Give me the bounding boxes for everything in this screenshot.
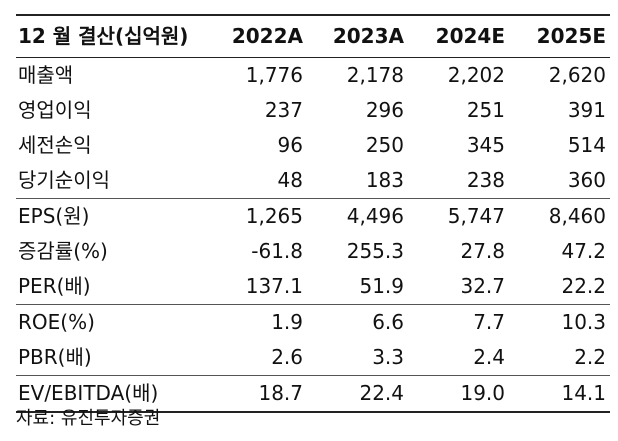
table-cell: 238 bbox=[466, 168, 505, 192]
table-row-roe: ROE(%) 1.9 6.6 7.7 10.3 bbox=[16, 305, 610, 341]
row-label: 영업이익 bbox=[18, 98, 92, 122]
table-row-pbr: PBR(배) 2.6 3.3 2.4 2.2 bbox=[16, 340, 610, 376]
row-label: EPS(원) bbox=[18, 204, 90, 228]
table-cell: 2.4 bbox=[473, 345, 505, 369]
table-cell: 5,747 bbox=[447, 204, 505, 228]
source-note: 자료: 유진투자증권 bbox=[16, 408, 161, 429]
table-row-pretax-income: 세전손익 96 250 345 514 bbox=[16, 128, 610, 163]
table-cell: 4,496 bbox=[346, 204, 404, 228]
table-cell: 51.9 bbox=[359, 274, 404, 298]
row-label: 증감률(%) bbox=[18, 239, 108, 263]
header-year-2024: 2024E bbox=[435, 24, 505, 48]
table-cell: 8,460 bbox=[548, 204, 606, 228]
header-year-2025: 2025E bbox=[536, 24, 606, 48]
row-label: EV/EBITDA(배) bbox=[18, 381, 159, 405]
header-year-2022: 2022A bbox=[231, 24, 303, 48]
table-cell: 7.7 bbox=[473, 310, 505, 334]
table-cell: 14.1 bbox=[561, 381, 606, 405]
table-cell: 255.3 bbox=[346, 239, 404, 263]
table-cell: 2,178 bbox=[346, 63, 404, 87]
table-row-operating-profit: 영업이익 237 296 251 391 bbox=[16, 93, 610, 128]
header-year-2023: 2023A bbox=[332, 24, 404, 48]
table-row-eps: EPS(원) 1,265 4,496 5,747 8,460 bbox=[16, 199, 610, 235]
header-label: 12 월 결산(십억원) bbox=[18, 24, 189, 48]
table-cell: 2,620 bbox=[548, 63, 606, 87]
table-cell: 6.6 bbox=[372, 310, 404, 334]
table-cell: 10.3 bbox=[561, 310, 606, 334]
table-row-revenue: 매출액 1,776 2,178 2,202 2,620 bbox=[16, 58, 610, 94]
table-cell: 48 bbox=[277, 168, 303, 192]
row-label: ROE(%) bbox=[18, 310, 95, 334]
table-cell: 96 bbox=[277, 133, 303, 157]
table-cell: 32.7 bbox=[460, 274, 505, 298]
table-cell: 1,265 bbox=[245, 204, 303, 228]
table-cell: 137.1 bbox=[245, 274, 303, 298]
table-cell: 251 bbox=[466, 98, 505, 122]
table-cell: -61.8 bbox=[251, 239, 303, 263]
table-cell: 19.0 bbox=[460, 381, 505, 405]
row-label: 세전손익 bbox=[18, 133, 92, 157]
table-cell: 1,776 bbox=[245, 63, 303, 87]
table-cell: 2,202 bbox=[447, 63, 505, 87]
table-cell: 2.2 bbox=[574, 345, 606, 369]
row-label: PBR(배) bbox=[18, 345, 92, 369]
table-cell: 345 bbox=[466, 133, 505, 157]
table-row-growth-rate: 증감률(%) -61.8 255.3 27.8 47.2 bbox=[16, 234, 610, 269]
table-row-net-income: 당기순이익 48 183 238 360 bbox=[16, 163, 610, 199]
table-cell: 27.8 bbox=[460, 239, 505, 263]
table-cell: 250 bbox=[365, 133, 404, 157]
table-cell: 2.6 bbox=[271, 345, 303, 369]
row-label: 매출액 bbox=[18, 63, 74, 87]
table-cell: 514 bbox=[567, 133, 606, 157]
table-cell: 1.9 bbox=[271, 310, 303, 334]
header-row: 12 월 결산(십억원) 2022A 2023A 2024E 2025E bbox=[16, 15, 610, 58]
financial-summary-table-container: 12 월 결산(십억원) 2022A 2023A 2024E 2025E 매출액… bbox=[16, 14, 610, 413]
table-cell: 296 bbox=[365, 98, 404, 122]
financial-summary-table: 12 월 결산(십억원) 2022A 2023A 2024E 2025E 매출액… bbox=[16, 14, 610, 413]
table-row-per: PER(배) 137.1 51.9 32.7 22.2 bbox=[16, 269, 610, 305]
table-cell: 360 bbox=[567, 168, 606, 192]
table-cell: 22.4 bbox=[359, 381, 404, 405]
table-cell: 3.3 bbox=[372, 345, 404, 369]
row-label: 당기순이익 bbox=[18, 168, 110, 192]
table-cell: 391 bbox=[567, 98, 606, 122]
table-cell: 183 bbox=[365, 168, 404, 192]
table-cell: 237 bbox=[264, 98, 303, 122]
table-cell: 22.2 bbox=[561, 274, 606, 298]
table-cell: 18.7 bbox=[258, 381, 303, 405]
table-row-ev-ebitda: EV/EBITDA(배) 18.7 22.4 19.0 14.1 bbox=[16, 376, 610, 412]
table-cell: 47.2 bbox=[561, 239, 606, 263]
row-label: PER(배) bbox=[18, 274, 91, 298]
